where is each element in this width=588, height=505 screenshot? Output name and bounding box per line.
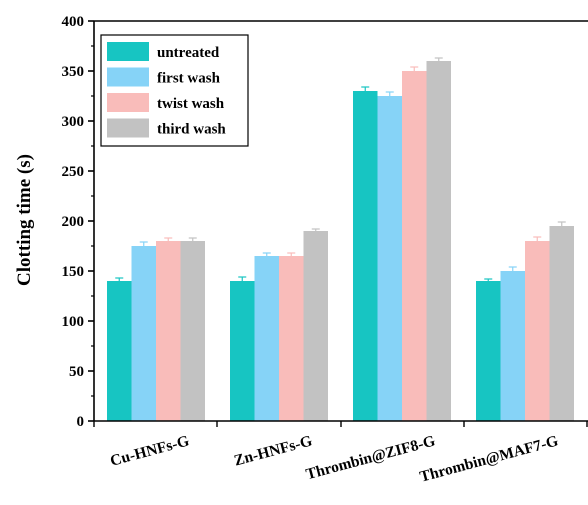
- y-tick-label: 250: [62, 164, 85, 180]
- y-tick-label: 300: [62, 114, 85, 130]
- y-ticks-layer: 0 50 100 150 200 250 300 350 400: [62, 14, 588, 430]
- x-tick-label: Thrombin@MAF7-G: [418, 432, 560, 485]
- legend-swatch: [107, 93, 149, 112]
- bar: [377, 96, 402, 421]
- category-labels-layer: Cu-HNFs-G Zn-HNFs-GThrombin@ZIF8-GThrombi…: [108, 432, 560, 485]
- x-tick-label: Thrombin@ZIF8-G: [304, 432, 437, 483]
- y-tick-label: 100: [62, 314, 85, 330]
- y-tick-label: 350: [62, 64, 85, 80]
- legend-label: third wash: [157, 122, 226, 138]
- bar: [303, 231, 328, 421]
- bar: [131, 246, 156, 421]
- legend-label: twist wash: [157, 96, 225, 112]
- legend-swatch: [107, 67, 149, 87]
- bar: [549, 226, 574, 421]
- bar: [476, 281, 501, 421]
- bar: [180, 241, 205, 421]
- error-bars-layer: [115, 57, 566, 281]
- bar: [156, 241, 181, 421]
- bar: [230, 281, 255, 421]
- y-tick-label: 200: [62, 214, 85, 230]
- x-tick-label: Cu-HNFs-G: [108, 432, 191, 469]
- bar: [107, 281, 132, 421]
- bars-layer: [107, 61, 574, 421]
- x-tick-label: Zn-HNFs-G: [232, 432, 314, 469]
- y-tick-label: 150: [62, 264, 85, 280]
- legend-swatch: [107, 42, 149, 61]
- bar: [500, 271, 525, 421]
- bar: [254, 256, 279, 421]
- y-axis-label: Clotting time (s): [14, 154, 35, 286]
- y-tick-label: 0: [77, 414, 85, 430]
- bar: [525, 241, 550, 421]
- legend-swatch: [107, 118, 149, 138]
- bar: [353, 91, 378, 421]
- y-tick-label: 400: [62, 14, 85, 30]
- y-tick-label: 50: [69, 364, 84, 380]
- bar: [279, 256, 304, 421]
- bar: [402, 71, 427, 421]
- legend: untreated first wash twist wash third wash: [100, 34, 249, 147]
- legend-label: untreated: [157, 45, 220, 61]
- bar: [426, 61, 451, 421]
- legend-label: first wash: [157, 71, 221, 87]
